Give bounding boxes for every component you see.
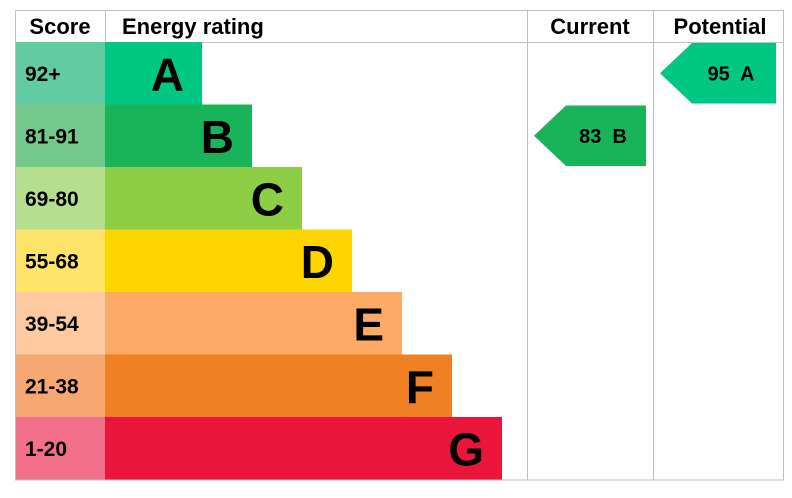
score-label-b: 81-91	[25, 125, 79, 148]
rating-bands: 92+ A 81-91 B 69-80 C 55-68 D 39-54 E 21-38 F 1-20 G	[16, 42, 502, 480]
current-header: Current	[550, 14, 630, 39]
score-cell-c	[16, 167, 105, 230]
band-letter-e: E	[353, 298, 384, 350]
score-label-f: 21-38	[25, 375, 79, 398]
current-rating-label: 83 B	[579, 126, 627, 148]
band-letter-c: C	[251, 173, 284, 225]
score-cell-f	[16, 354, 105, 417]
band-letter-f: F	[406, 361, 434, 413]
chart-border	[15, 10, 784, 481]
score-header: Score	[29, 14, 90, 39]
band-bar-d	[105, 229, 352, 292]
band-bar-g	[105, 417, 502, 480]
score-label-a: 92+	[25, 63, 61, 86]
potential-header: Potential	[674, 14, 767, 39]
score-cell-g	[16, 417, 105, 480]
score-label-e: 39-54	[25, 313, 79, 336]
band-letter-b: B	[201, 111, 234, 163]
score-label-g: 1-20	[25, 438, 67, 461]
band-letter-a: A	[151, 48, 184, 100]
band-bar-a	[105, 42, 202, 105]
band-bar-f	[105, 354, 452, 417]
score-cell-b	[16, 104, 105, 167]
column-headers: Score Energy rating Current Potential	[29, 14, 766, 39]
band-bar-b	[105, 104, 252, 167]
score-cell-a	[16, 42, 105, 105]
band-bar-c	[105, 167, 302, 230]
score-cell-d	[16, 229, 105, 292]
potential-rating-label: 95 A	[707, 63, 754, 85]
score-cell-e	[16, 292, 105, 355]
band-letter-g: G	[448, 423, 484, 475]
band-letter-d: D	[301, 236, 334, 288]
score-label-c: 69-80	[25, 188, 79, 211]
band-bar-e	[105, 292, 402, 355]
potential-rating-arrow	[660, 43, 776, 104]
score-label-d: 55-68	[25, 250, 79, 273]
current-rating-arrow	[534, 105, 646, 166]
rating-markers: 83 B 95 A	[534, 43, 776, 166]
energy-rating-header: Energy rating	[122, 14, 264, 39]
